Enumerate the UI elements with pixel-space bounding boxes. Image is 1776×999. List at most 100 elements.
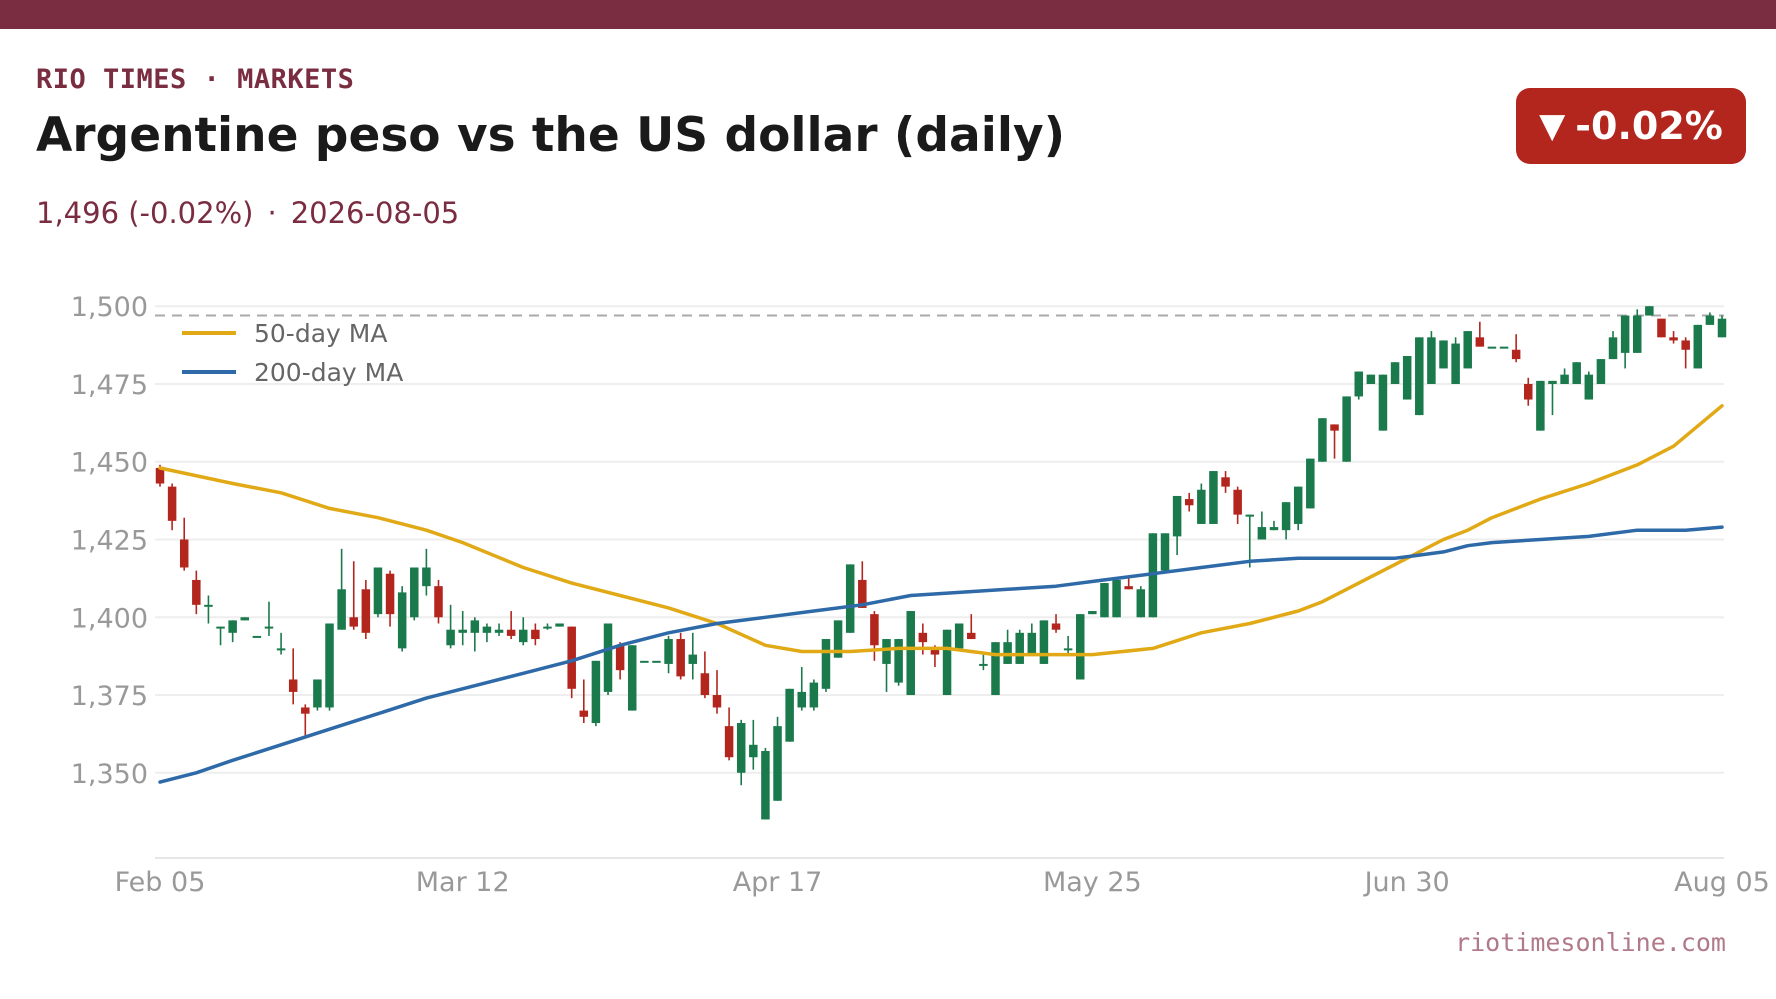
candle-up bbox=[785, 688, 794, 742]
candle-up bbox=[627, 645, 637, 711]
candle-body bbox=[1572, 362, 1581, 384]
candle-down bbox=[579, 679, 589, 724]
y-tick-label: 1,375 bbox=[71, 681, 148, 712]
candle-up bbox=[410, 567, 419, 621]
candles bbox=[155, 306, 1727, 820]
candle-body bbox=[712, 695, 722, 708]
moving-averages bbox=[158, 404, 1724, 784]
candle-up bbox=[797, 667, 807, 711]
candle-up bbox=[1608, 331, 1618, 360]
candle-body bbox=[434, 586, 443, 618]
candle-down bbox=[167, 483, 177, 531]
candle-body bbox=[410, 567, 419, 618]
candle-up bbox=[1197, 483, 1206, 524]
candle-down bbox=[1681, 337, 1690, 369]
candle-body bbox=[240, 617, 250, 621]
candle-up bbox=[1354, 371, 1363, 400]
candle-up bbox=[1439, 340, 1448, 369]
chart-title: Argentine peso vs the US dollar (daily) bbox=[36, 108, 1066, 163]
candle-up bbox=[1717, 315, 1727, 338]
publication-kicker: RIO TIMES · MARKETS bbox=[36, 64, 355, 95]
candle-up bbox=[1027, 623, 1037, 655]
candle-body bbox=[167, 486, 177, 521]
candle-body bbox=[627, 645, 637, 711]
candle-body bbox=[555, 623, 564, 627]
candle-up bbox=[1039, 620, 1049, 664]
candle-down bbox=[1511, 334, 1521, 363]
candle-down bbox=[1330, 424, 1339, 459]
candle-up bbox=[1075, 614, 1085, 680]
candle-down bbox=[531, 623, 540, 646]
candle-body bbox=[1039, 620, 1049, 664]
candle-up bbox=[1620, 315, 1630, 369]
candle-up bbox=[894, 639, 903, 686]
candle-up bbox=[470, 617, 480, 652]
candle-up bbox=[761, 747, 770, 820]
candle-down bbox=[1051, 614, 1061, 633]
candle-body bbox=[1645, 306, 1654, 316]
candle-up bbox=[991, 642, 1000, 696]
candle-up bbox=[1705, 312, 1715, 325]
candle-up bbox=[1463, 331, 1472, 369]
candle-up bbox=[1596, 359, 1606, 384]
candle-up bbox=[1112, 579, 1121, 618]
candle-up bbox=[1088, 611, 1097, 615]
candle-up bbox=[216, 626, 225, 646]
candle-up bbox=[252, 635, 262, 638]
change-badge: ▼ -0.02% bbox=[1516, 88, 1746, 164]
candle-up bbox=[397, 586, 407, 652]
candle-body bbox=[1693, 324, 1703, 369]
candle-body bbox=[1608, 337, 1618, 360]
candle-up bbox=[1378, 374, 1388, 431]
candle-body bbox=[543, 626, 552, 629]
candle-body bbox=[494, 629, 504, 633]
candle-body bbox=[652, 660, 661, 663]
candle-body bbox=[809, 682, 819, 708]
candle-body bbox=[615, 645, 625, 671]
candle-body bbox=[724, 726, 734, 758]
candle-body bbox=[1705, 315, 1715, 325]
candle-body bbox=[967, 632, 976, 640]
candle-body bbox=[1197, 489, 1206, 524]
candle-up bbox=[640, 660, 649, 663]
candle-body bbox=[252, 635, 262, 638]
candle-up bbox=[1160, 533, 1170, 571]
candle-body bbox=[313, 679, 322, 708]
candle-up bbox=[555, 623, 564, 627]
candle-body bbox=[1511, 349, 1521, 360]
candle-body bbox=[228, 620, 237, 633]
candle-body bbox=[1451, 343, 1460, 384]
candle-up bbox=[1427, 331, 1436, 384]
candle-up bbox=[1390, 362, 1400, 384]
candle-up bbox=[1100, 583, 1109, 618]
candle-down bbox=[712, 670, 722, 714]
y-tick-label: 1,450 bbox=[71, 448, 148, 479]
x-tick-label: Jun 30 bbox=[1363, 867, 1450, 898]
candle-up bbox=[1572, 362, 1581, 384]
candle-down bbox=[1233, 486, 1242, 524]
candle-body bbox=[276, 648, 286, 651]
candle-body bbox=[1293, 486, 1303, 524]
candle-up bbox=[1645, 306, 1654, 316]
candle-body bbox=[1548, 380, 1557, 384]
candle-up bbox=[1063, 635, 1073, 655]
candle-body bbox=[894, 639, 903, 683]
candle-body bbox=[1184, 499, 1194, 506]
candle-down bbox=[361, 579, 371, 640]
y-tick-label: 1,350 bbox=[71, 759, 148, 790]
source-credit: riotimesonline.com bbox=[1455, 928, 1726, 957]
candle-up bbox=[240, 617, 250, 621]
candle-body bbox=[1669, 337, 1678, 341]
candle-down bbox=[676, 632, 685, 680]
candle-up bbox=[954, 623, 964, 649]
candle-body bbox=[1342, 396, 1351, 462]
candle-body bbox=[349, 617, 358, 627]
candle-up bbox=[325, 623, 334, 711]
candle-body bbox=[1257, 527, 1267, 540]
candle-body bbox=[1620, 315, 1630, 353]
legend-label-ma50: 50-day MA bbox=[254, 319, 387, 348]
candle-body bbox=[1475, 337, 1485, 347]
candle-up bbox=[446, 604, 455, 649]
candle-body bbox=[1306, 458, 1315, 509]
candle-up bbox=[845, 564, 855, 633]
